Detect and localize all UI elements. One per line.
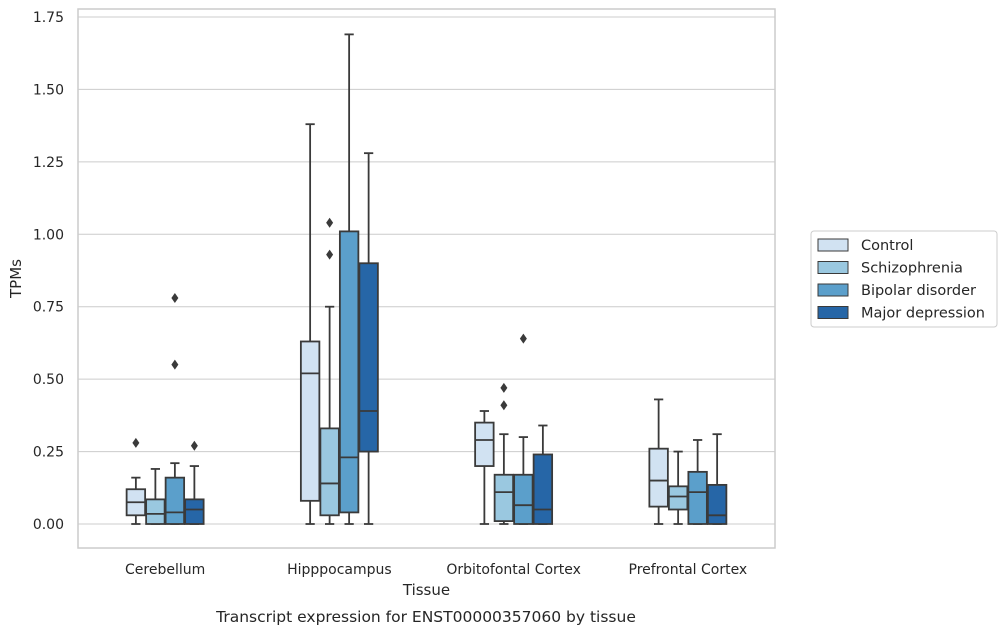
- iqr-box: [299, 340, 321, 502]
- box-schizophrenia: [493, 382, 515, 525]
- y-tick-label: 1.75: [33, 10, 64, 26]
- legend-swatch: [817, 283, 849, 297]
- gridlines: [78, 16, 775, 525]
- x-axis-label: Tissue: [402, 581, 450, 599]
- iqr-box: [338, 230, 360, 514]
- iqr-box: [145, 498, 166, 525]
- y-tick-label: 0.25: [33, 445, 64, 461]
- legend-swatch: [817, 238, 849, 252]
- y-tick-labels: 0.00 0.25 0.50 0.75 1.00 1.25 1.50 1.75: [33, 10, 64, 533]
- box-control: [125, 437, 147, 525]
- y-tick-label: 0.00: [33, 517, 64, 533]
- iqr-box: [648, 447, 669, 508]
- iqr-box: [532, 453, 554, 525]
- y-axis-label: TPMs: [7, 259, 25, 299]
- legend-label: Control: [861, 238, 913, 254]
- x-tick-label: Cerebellum: [125, 562, 205, 578]
- outlier-point: [500, 382, 508, 393]
- box-major-depression: [184, 440, 205, 525]
- box-group-3: [648, 398, 728, 525]
- outlier-point: [519, 333, 527, 344]
- outlier-point: [326, 249, 334, 260]
- x-tick-label: Prefrontal Cortex: [629, 562, 748, 578]
- iqr-box: [493, 473, 515, 523]
- box-group-1: [299, 33, 379, 525]
- legend-label: Major depression: [861, 306, 985, 322]
- y-tick-label: 1.25: [33, 155, 64, 171]
- box-control: [648, 398, 669, 525]
- iqr-box: [513, 473, 534, 525]
- box-major-depression: [532, 424, 554, 525]
- iqr-box: [164, 476, 186, 525]
- iqr-box: [474, 421, 495, 467]
- box-major-depression: [358, 152, 379, 525]
- iqr-box: [319, 427, 340, 517]
- y-tick-label: 1.50: [33, 82, 64, 98]
- iqr-box: [706, 483, 728, 525]
- box-bipolar-disorder: [338, 33, 360, 525]
- legend-frame: [810, 230, 998, 328]
- outlier-point: [326, 217, 334, 228]
- box-control: [474, 410, 495, 525]
- x-tick-labels: Cerebellum Hipppocampus Orbitofontal Corte…: [125, 562, 747, 578]
- legend-label: Schizophrenia: [861, 261, 963, 277]
- legend-swatch: [817, 306, 849, 319]
- box-bipolar-disorder: [513, 333, 534, 525]
- outlier-point: [171, 293, 179, 304]
- outlier-point: [500, 400, 508, 411]
- box-bipolar-disorder: [164, 293, 186, 525]
- iqr-box: [687, 470, 708, 525]
- outlier-point: [132, 437, 140, 448]
- box-schizophrenia: [145, 468, 166, 525]
- y-tick-label: 1.00: [33, 227, 64, 243]
- box-groups: [125, 33, 728, 525]
- chart-caption: Transcript expression for ENST0000035706…: [215, 608, 636, 626]
- legend-label: Bipolar disorder: [861, 283, 976, 299]
- legend-swatch: [817, 261, 849, 274]
- box-control: [299, 123, 321, 525]
- y-tick-label: 0.50: [33, 372, 64, 388]
- box-bipolar-disorder: [687, 439, 708, 525]
- iqr-box: [667, 485, 689, 511]
- box-group-0: [125, 293, 205, 525]
- box-schizophrenia: [667, 450, 689, 525]
- x-tick-label: Hipppocampus: [287, 562, 392, 578]
- plot-frame: [77, 8, 776, 549]
- box-major-depression: [706, 433, 728, 525]
- legend: Control Schizophrenia Bipolar disorder Majo…: [810, 230, 998, 328]
- x-tick-label: Orbitofontal Cortex: [446, 562, 581, 578]
- box-group-2: [474, 333, 554, 525]
- iqr-box: [358, 262, 379, 453]
- outlier-point: [190, 440, 198, 451]
- y-tick-label: 0.75: [33, 300, 64, 316]
- iqr-box: [184, 498, 205, 525]
- box-schizophrenia: [319, 217, 340, 525]
- outlier-point: [171, 359, 179, 370]
